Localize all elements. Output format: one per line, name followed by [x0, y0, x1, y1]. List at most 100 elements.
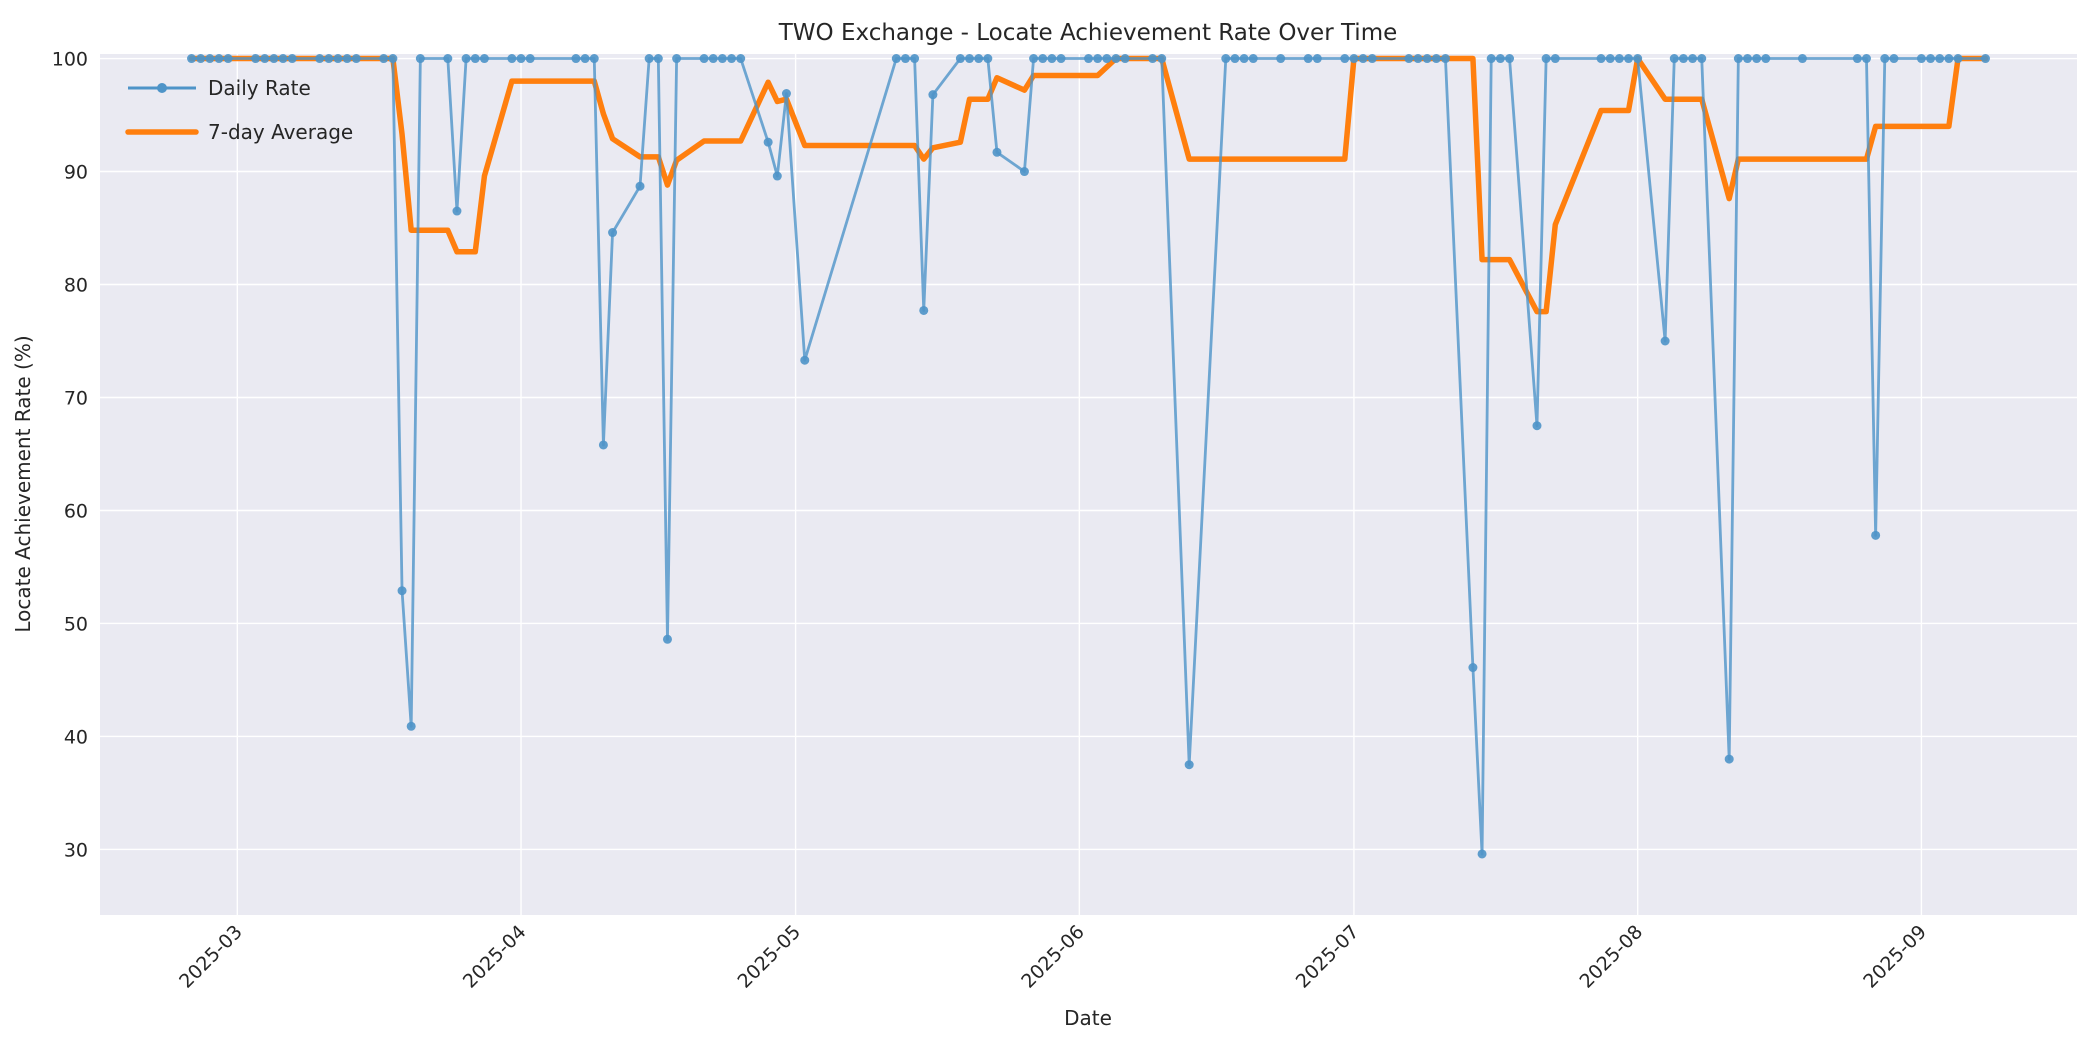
- x-tick-label: 2025-04: [459, 921, 531, 993]
- daily-rate-point: [214, 54, 224, 64]
- daily-rate-point: [1852, 54, 1862, 64]
- daily-rate-line: [187, 54, 1990, 859]
- daily-rate-point: [1550, 54, 1560, 64]
- daily-rate-point: [1312, 54, 1322, 64]
- daily-rate-point: [1761, 54, 1771, 64]
- daily-rate-point: [516, 54, 526, 64]
- daily-rate-point: [507, 54, 517, 64]
- daily-rate-point: [461, 54, 471, 64]
- daily-rate-point: [342, 54, 352, 64]
- daily-rate-point: [351, 54, 361, 64]
- y-tick-label: 40: [64, 726, 88, 748]
- daily-rate-point: [662, 634, 672, 644]
- daily-rate-point: [1120, 54, 1130, 64]
- daily-rate-point: [653, 54, 663, 64]
- daily-rate-point: [763, 137, 773, 147]
- daily-rate-point: [736, 54, 746, 64]
- daily-rate-point: [974, 54, 984, 64]
- daily-rate-point: [269, 54, 279, 64]
- daily-rate-point: [1614, 54, 1624, 64]
- daily-rate-point: [1669, 54, 1679, 64]
- daily-rate-point: [672, 54, 682, 64]
- daily-rate-point: [1019, 167, 1029, 177]
- daily-rate-point: [278, 54, 288, 64]
- gridlines: [100, 54, 2077, 915]
- daily-rate-point: [1495, 54, 1505, 64]
- daily-rate-point: [1239, 54, 1249, 64]
- daily-rate-point: [1303, 54, 1313, 64]
- daily-rate-point: [1184, 760, 1194, 770]
- x-tick-label: 2025-08: [1576, 921, 1648, 993]
- daily-rate-point: [196, 54, 206, 64]
- daily-rate-point: [1111, 54, 1121, 64]
- daily-rate-point: [1468, 663, 1478, 673]
- legend: Daily Rate 7-day Average: [125, 76, 353, 144]
- daily-rate-point: [983, 54, 993, 64]
- daily-rate-point: [1926, 54, 1936, 64]
- daily-rate-point: [1056, 54, 1066, 64]
- daily-rate-point: [644, 54, 654, 64]
- daily-rate-point: [1477, 849, 1487, 859]
- daily-rate-point: [1404, 54, 1414, 64]
- daily-rate-point: [223, 54, 233, 64]
- daily-rate-point: [1486, 54, 1496, 64]
- daily-rate-point: [1276, 54, 1286, 64]
- daily-rate-point: [415, 54, 425, 64]
- daily-rate-point: [287, 54, 297, 64]
- daily-rate-point: [1660, 336, 1670, 346]
- daily-rate-point: [1944, 54, 1954, 64]
- daily-rate-point: [1605, 54, 1615, 64]
- daily-rate-point: [1688, 54, 1698, 64]
- daily-rate-point: [379, 54, 389, 64]
- daily-rate-point: [1029, 54, 1039, 64]
- daily-rate-point: [1248, 54, 1258, 64]
- y-tick-label: 60: [64, 500, 88, 522]
- daily-rate-point: [260, 54, 270, 64]
- daily-rate-point: [772, 171, 782, 181]
- daily-rate-point: [452, 206, 462, 216]
- y-tick-label: 80: [64, 275, 88, 297]
- daily-rate-point: [205, 54, 215, 64]
- daily-rate-point: [1532, 421, 1542, 431]
- daily-rate-point: [397, 586, 407, 596]
- daily-rate-point: [1431, 54, 1441, 64]
- daily-rate-point: [580, 54, 590, 64]
- y-tick-label: 90: [64, 162, 88, 184]
- daily-rate-point: [1980, 54, 1990, 64]
- daily-rate-point: [1358, 54, 1368, 64]
- daily-rate-point: [900, 54, 910, 64]
- daily-rate-point: [1047, 54, 1057, 64]
- daily-rate-point: [1596, 54, 1606, 64]
- daily-rate-point: [388, 54, 398, 64]
- daily-rate-point: [1916, 54, 1926, 64]
- daily-rate-point: [1935, 54, 1945, 64]
- daily-rate-point: [571, 54, 581, 64]
- daily-rate-point: [324, 54, 334, 64]
- daily-rate-point: [1093, 54, 1103, 64]
- daily-rate-point: [1505, 54, 1515, 64]
- daily-rate-point: [891, 54, 901, 64]
- x-tick-label: 2025-07: [1292, 921, 1364, 993]
- daily-rate-point: [1440, 54, 1450, 64]
- daily-rate-point: [1349, 54, 1359, 64]
- daily-rate-legend-marker-icon: [157, 83, 167, 93]
- daily-rate-point: [1733, 54, 1743, 64]
- daily-rate-point: [1624, 54, 1634, 64]
- daily-rate-point: [1953, 54, 1963, 64]
- daily-rate-point: [1633, 54, 1643, 64]
- daily-rate-point: [910, 54, 920, 64]
- daily-rate-point: [955, 54, 965, 64]
- x-tick-label: 2025-06: [1017, 921, 1089, 993]
- daily-rate-point: [1157, 54, 1167, 64]
- daily-rate-point: [1678, 54, 1688, 64]
- daily-rate-point: [589, 54, 599, 64]
- daily-rate-point: [727, 54, 737, 64]
- daily-rate-point: [1221, 54, 1231, 64]
- daily-rate-point: [919, 305, 929, 315]
- daily-rate-point: [1541, 54, 1551, 64]
- seven-day-average-legend-label: 7-day Average: [208, 120, 353, 144]
- chart-title: TWO Exchange - Locate Achievement Rate O…: [778, 20, 1398, 46]
- x-axis-label: Date: [1064, 1006, 1112, 1030]
